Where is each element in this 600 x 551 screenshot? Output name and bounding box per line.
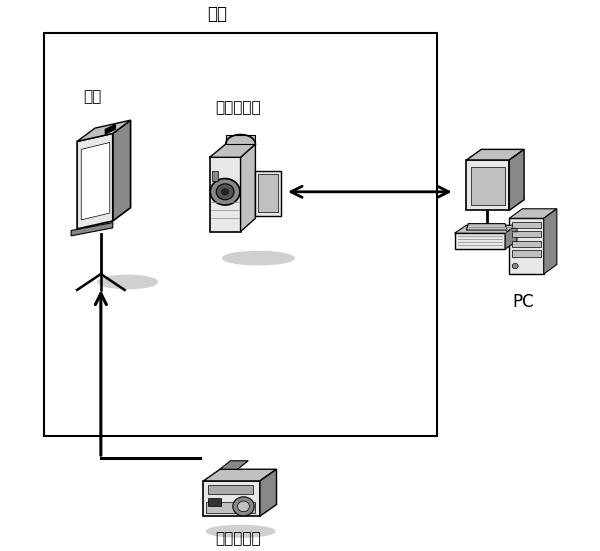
Bar [512, 250, 541, 257]
Polygon shape [105, 124, 116, 134]
Polygon shape [71, 223, 113, 236]
Text: 温筱: 温筱 [207, 5, 227, 23]
Bar [470, 167, 505, 205]
Bar [466, 160, 509, 210]
Polygon shape [455, 225, 517, 233]
Text: 黑体控制器: 黑体控制器 [215, 531, 260, 546]
Text: 黑体: 黑体 [83, 89, 101, 104]
Polygon shape [260, 469, 277, 516]
Polygon shape [466, 224, 507, 230]
Circle shape [512, 263, 518, 269]
Polygon shape [226, 134, 256, 144]
Ellipse shape [98, 276, 157, 289]
Polygon shape [544, 209, 557, 274]
Polygon shape [505, 225, 517, 249]
Bar [206, 503, 255, 513]
Circle shape [216, 184, 234, 200]
Ellipse shape [206, 526, 275, 537]
Polygon shape [209, 144, 256, 158]
Polygon shape [256, 171, 281, 215]
Circle shape [221, 188, 229, 196]
Text: PC: PC [512, 293, 534, 311]
Bar [44, 33, 437, 436]
Polygon shape [455, 233, 505, 249]
Circle shape [210, 179, 240, 205]
Bar [512, 222, 541, 228]
Circle shape [233, 497, 254, 516]
Bar [509, 218, 544, 274]
Bar [203, 481, 260, 516]
Polygon shape [259, 174, 278, 212]
Text: 红外热像仪: 红外热像仪 [215, 100, 260, 115]
Bar [512, 231, 541, 237]
Bar [212, 171, 218, 181]
Circle shape [238, 501, 250, 512]
Bar [208, 498, 221, 506]
Bar [512, 241, 541, 247]
Polygon shape [466, 149, 524, 160]
Polygon shape [509, 149, 524, 210]
Polygon shape [203, 469, 277, 481]
Polygon shape [220, 461, 248, 469]
Polygon shape [77, 120, 131, 142]
Ellipse shape [223, 251, 294, 264]
Polygon shape [509, 209, 557, 218]
Polygon shape [81, 143, 110, 220]
Polygon shape [77, 133, 113, 229]
Polygon shape [113, 120, 131, 221]
Bar [208, 485, 253, 494]
Polygon shape [241, 144, 256, 231]
Polygon shape [209, 158, 241, 231]
